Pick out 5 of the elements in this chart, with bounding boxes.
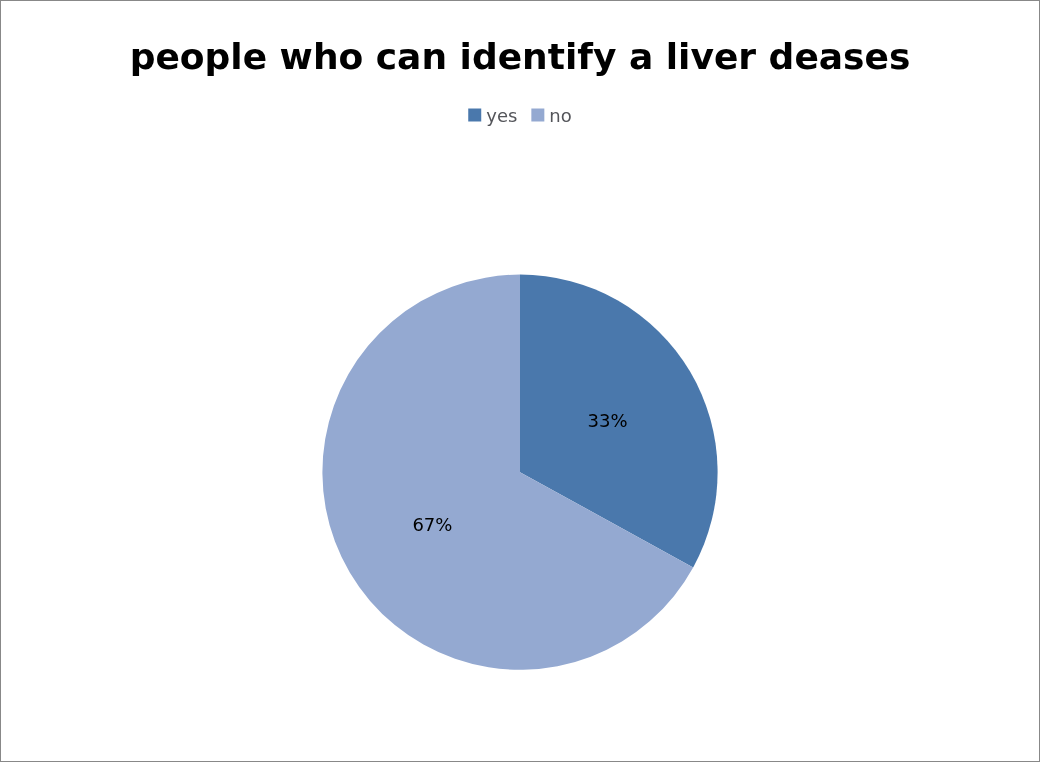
data-label: 67% [412,513,453,535]
legend-label: no [549,104,572,126]
chart-title: people who can identify a liver deases [129,35,911,77]
legend-label: yes [486,104,518,126]
data-label: 33% [587,409,628,431]
